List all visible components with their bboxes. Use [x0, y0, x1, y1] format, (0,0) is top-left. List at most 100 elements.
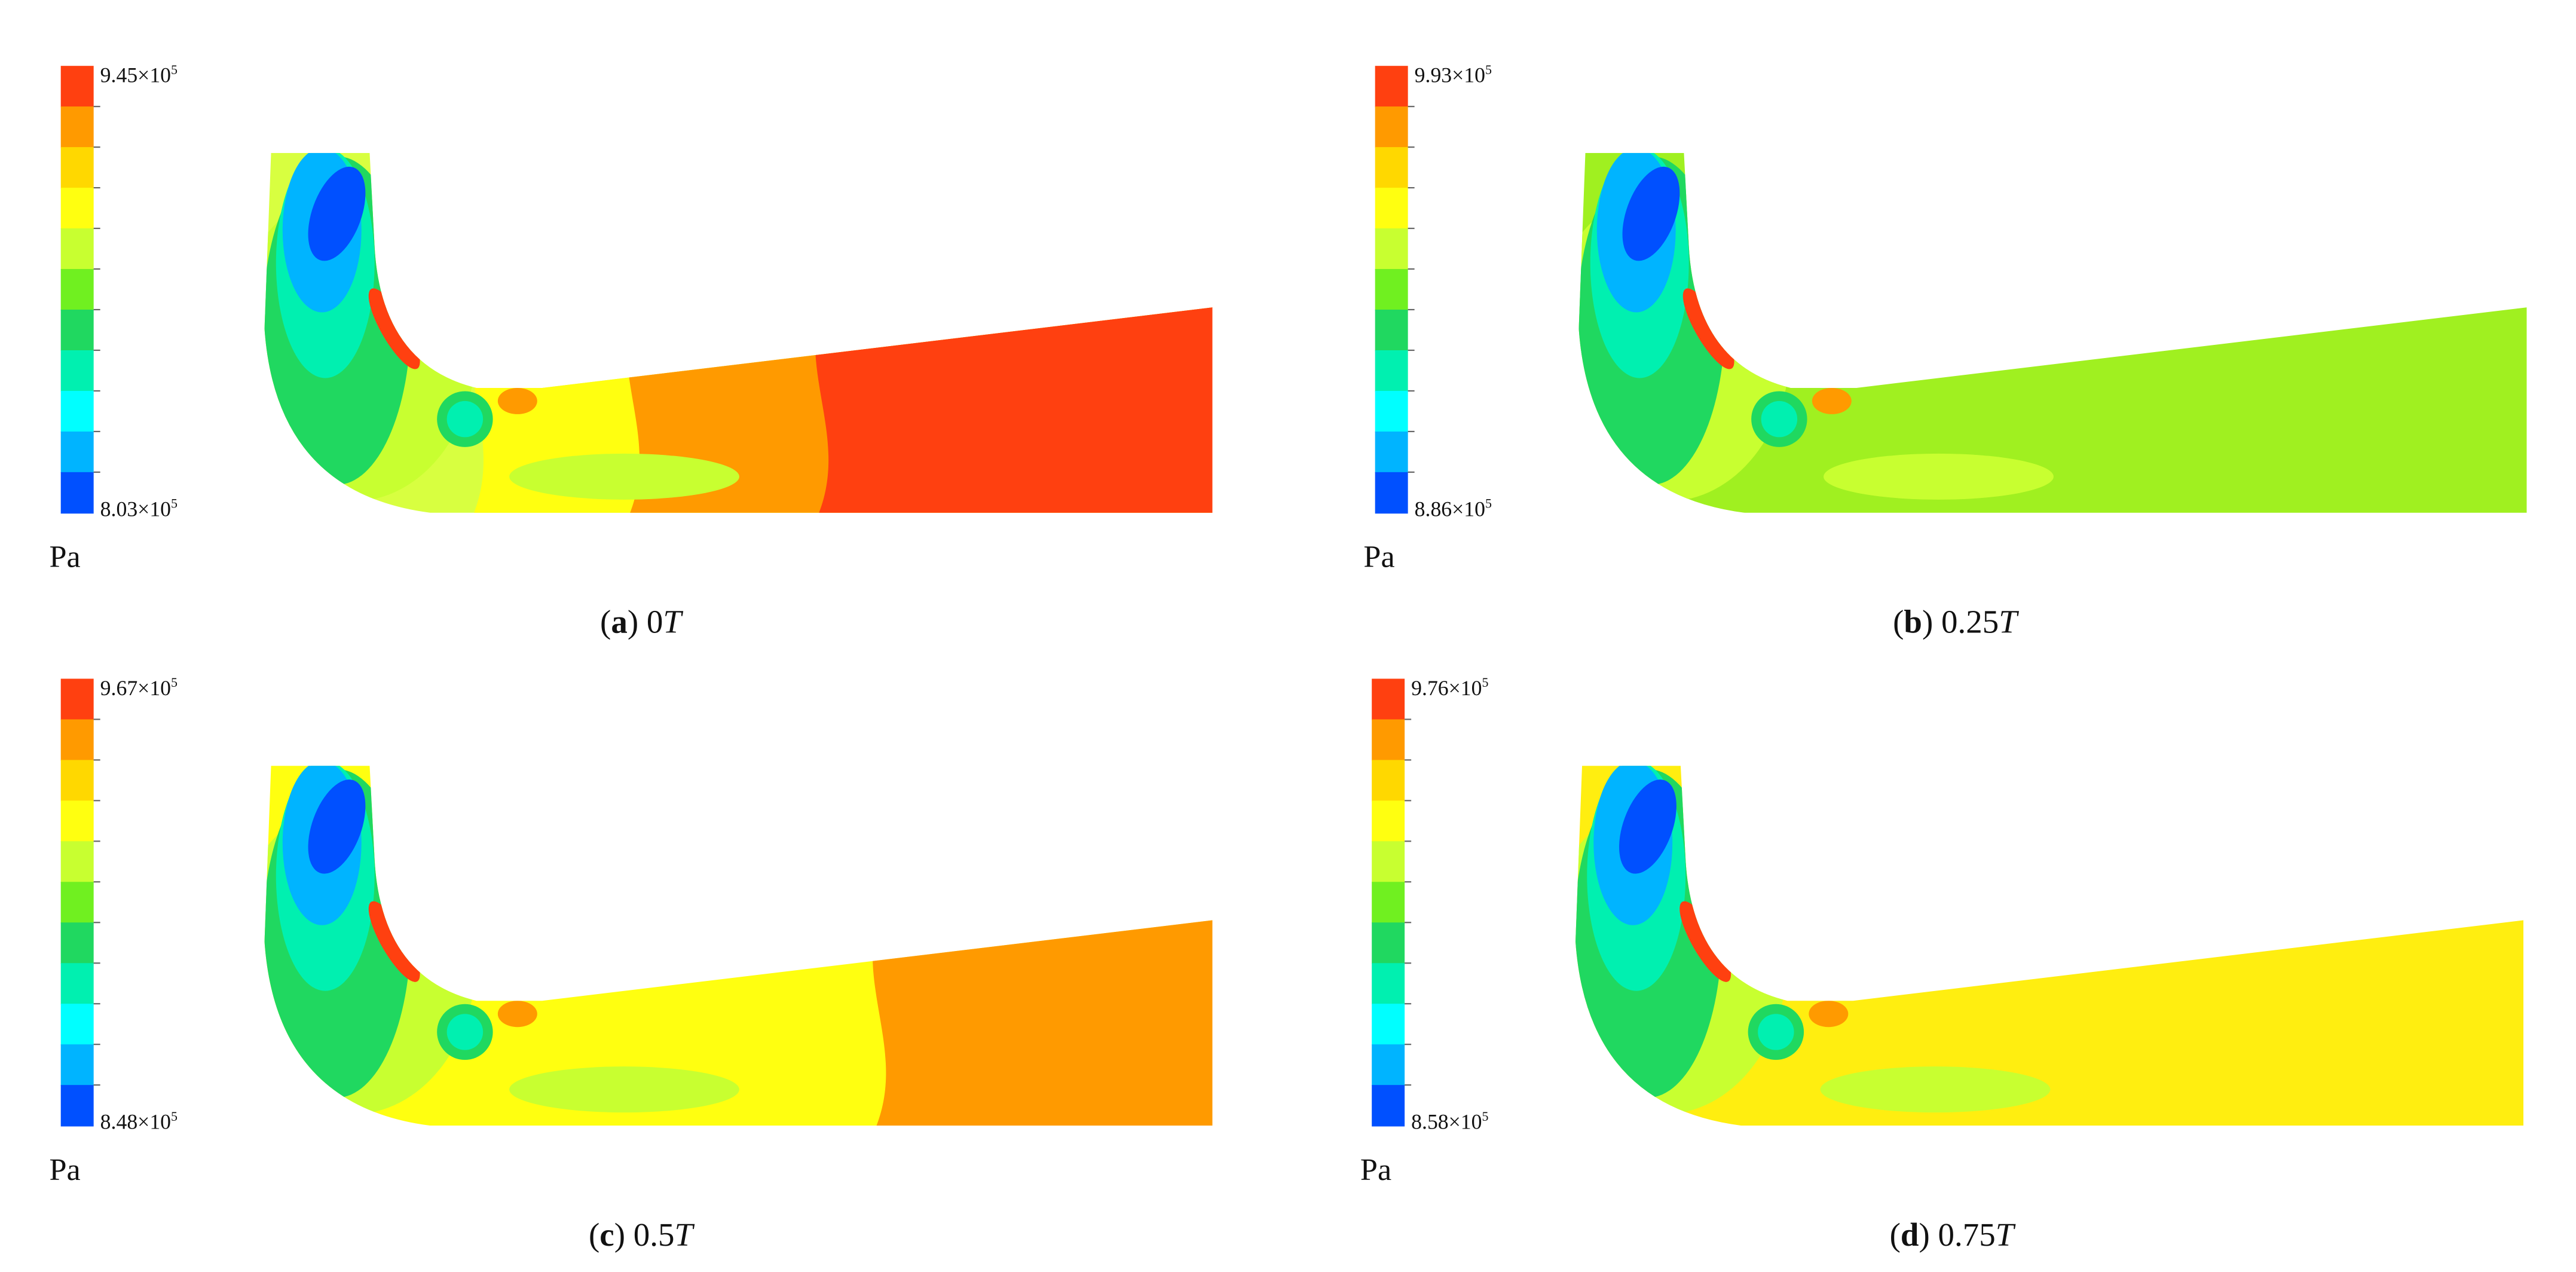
- caption-part: T: [1996, 1216, 2016, 1253]
- colorbar-band: [1375, 310, 1408, 351]
- contour-zone: [446, 1014, 484, 1050]
- colorbar-band: [1375, 472, 1408, 514]
- colorbar-band: [60, 882, 94, 924]
- caption-part: d: [1901, 1216, 1919, 1253]
- contour-zone: [446, 400, 484, 438]
- label-base: 9.45×10: [100, 63, 171, 87]
- contour-zone: [509, 1066, 739, 1113]
- caption-part: T: [674, 1216, 695, 1253]
- label-exponent: 5: [1482, 1109, 1489, 1124]
- caption-part: c: [599, 1216, 614, 1253]
- colorbar-band: [1372, 841, 1405, 883]
- colorbar-band: [1375, 390, 1408, 433]
- contour-plot: [264, 766, 1213, 1126]
- label-exponent: 5: [171, 496, 178, 511]
- contour-zone: [509, 453, 739, 500]
- colorbar-band: [60, 922, 94, 964]
- colorbar-band: [60, 800, 94, 842]
- label-exponent: 5: [1485, 496, 1492, 511]
- colorbar-band: [1372, 882, 1405, 924]
- colorbar-label: 8.03×105: [100, 496, 178, 521]
- colorbar: [1375, 66, 1415, 514]
- contour-zone: [497, 1001, 537, 1028]
- colorbar-band: [1375, 228, 1408, 270]
- colorbar-label: 9.45×105: [100, 62, 178, 87]
- colorbar-band: [1375, 269, 1408, 311]
- contour-zone: [308, 166, 366, 261]
- contour-zone: [497, 387, 537, 414]
- colorbar-band: [60, 1004, 94, 1045]
- colorbar-label: 9.67×105: [100, 675, 178, 700]
- contour-zone: [1812, 387, 1852, 414]
- colorbar-band: [60, 841, 94, 883]
- colorbar-band: [60, 106, 94, 148]
- label-base: 9.93×10: [1415, 63, 1485, 87]
- contour-zone: [1682, 288, 1734, 369]
- colorbar-band: [60, 1085, 94, 1127]
- colorbar-band: [60, 269, 94, 311]
- colorbar-band: [1372, 719, 1405, 761]
- unit-label: Pa: [49, 540, 80, 574]
- caption-part: ) 0.25: [1922, 604, 1999, 640]
- contour-zone: [1619, 779, 1676, 874]
- colorbar-label: 9.76×105: [1411, 675, 1488, 700]
- colorbar-label: 8.58×105: [1411, 1109, 1488, 1134]
- contour-plot: [1575, 766, 2524, 1126]
- caption-part: (: [1890, 1216, 1901, 1253]
- colorbar-band: [1375, 188, 1408, 230]
- contour-zone: [1761, 400, 1798, 438]
- colorbar-band: [1375, 66, 1408, 108]
- contour-zone: [870, 859, 1213, 1126]
- label-base: 8.03×10: [100, 497, 171, 521]
- contour-zone: [368, 288, 420, 369]
- contour-zone: [1679, 901, 1731, 982]
- caption-part: (: [1893, 604, 1904, 640]
- contour-zone: [368, 901, 420, 982]
- colorbar-label: 8.86×105: [1415, 496, 1492, 521]
- label-base: 8.58×10: [1411, 1110, 1482, 1134]
- colorbar-band: [60, 188, 94, 230]
- caption: (d) 0.75T: [1890, 1216, 2016, 1253]
- colorbar-band: [60, 472, 94, 514]
- colorbar-band: [60, 1044, 94, 1086]
- colorbar-band: [1372, 800, 1405, 842]
- caption-part: ) 0: [628, 604, 663, 640]
- contour-zone: [1622, 166, 1680, 261]
- label-base: 8.86×10: [1415, 497, 1485, 521]
- colorbar-label: 8.48×105: [100, 1109, 178, 1134]
- caption-part: a: [611, 604, 627, 640]
- caption-part: T: [663, 604, 683, 640]
- label-exponent: 5: [1485, 62, 1492, 77]
- colorbar-band: [1372, 760, 1405, 802]
- contour-plot: [264, 152, 1213, 513]
- caption: (b) 0.25T: [1893, 604, 2019, 640]
- unit-label: Pa: [1363, 540, 1394, 574]
- unit-label: Pa: [49, 1152, 80, 1187]
- caption: (a) 0T: [600, 604, 683, 640]
- contour-zone: [308, 779, 366, 874]
- colorbar-band: [60, 66, 94, 108]
- panel: 9.67×105 8.48×105 Pa (c) 0.5T: [49, 675, 1213, 1253]
- label-base: 9.67×10: [100, 676, 171, 700]
- colorbar-band: [1375, 147, 1408, 189]
- unit-label: Pa: [1360, 1152, 1391, 1187]
- colorbar-band: [1372, 678, 1405, 720]
- colorbar-band: [60, 310, 94, 351]
- colorbar-band: [60, 390, 94, 433]
- caption-part: b: [1904, 604, 1922, 640]
- label-base: 8.48×10: [100, 1110, 171, 1134]
- colorbar-band: [1375, 431, 1408, 473]
- label-exponent: 5: [171, 62, 178, 77]
- colorbar-band: [1372, 963, 1405, 1005]
- colorbar-band: [60, 760, 94, 802]
- contour-zone: [1809, 1001, 1849, 1028]
- colorbar-band: [1372, 1085, 1405, 1127]
- colorbar-band: [60, 228, 94, 270]
- contour-zone: [1820, 1066, 2051, 1113]
- colorbar-band: [1372, 922, 1405, 964]
- caption-part: ) 0.5: [614, 1216, 675, 1253]
- caption: (c) 0.5T: [589, 1216, 695, 1253]
- colorbar-band: [1375, 106, 1408, 148]
